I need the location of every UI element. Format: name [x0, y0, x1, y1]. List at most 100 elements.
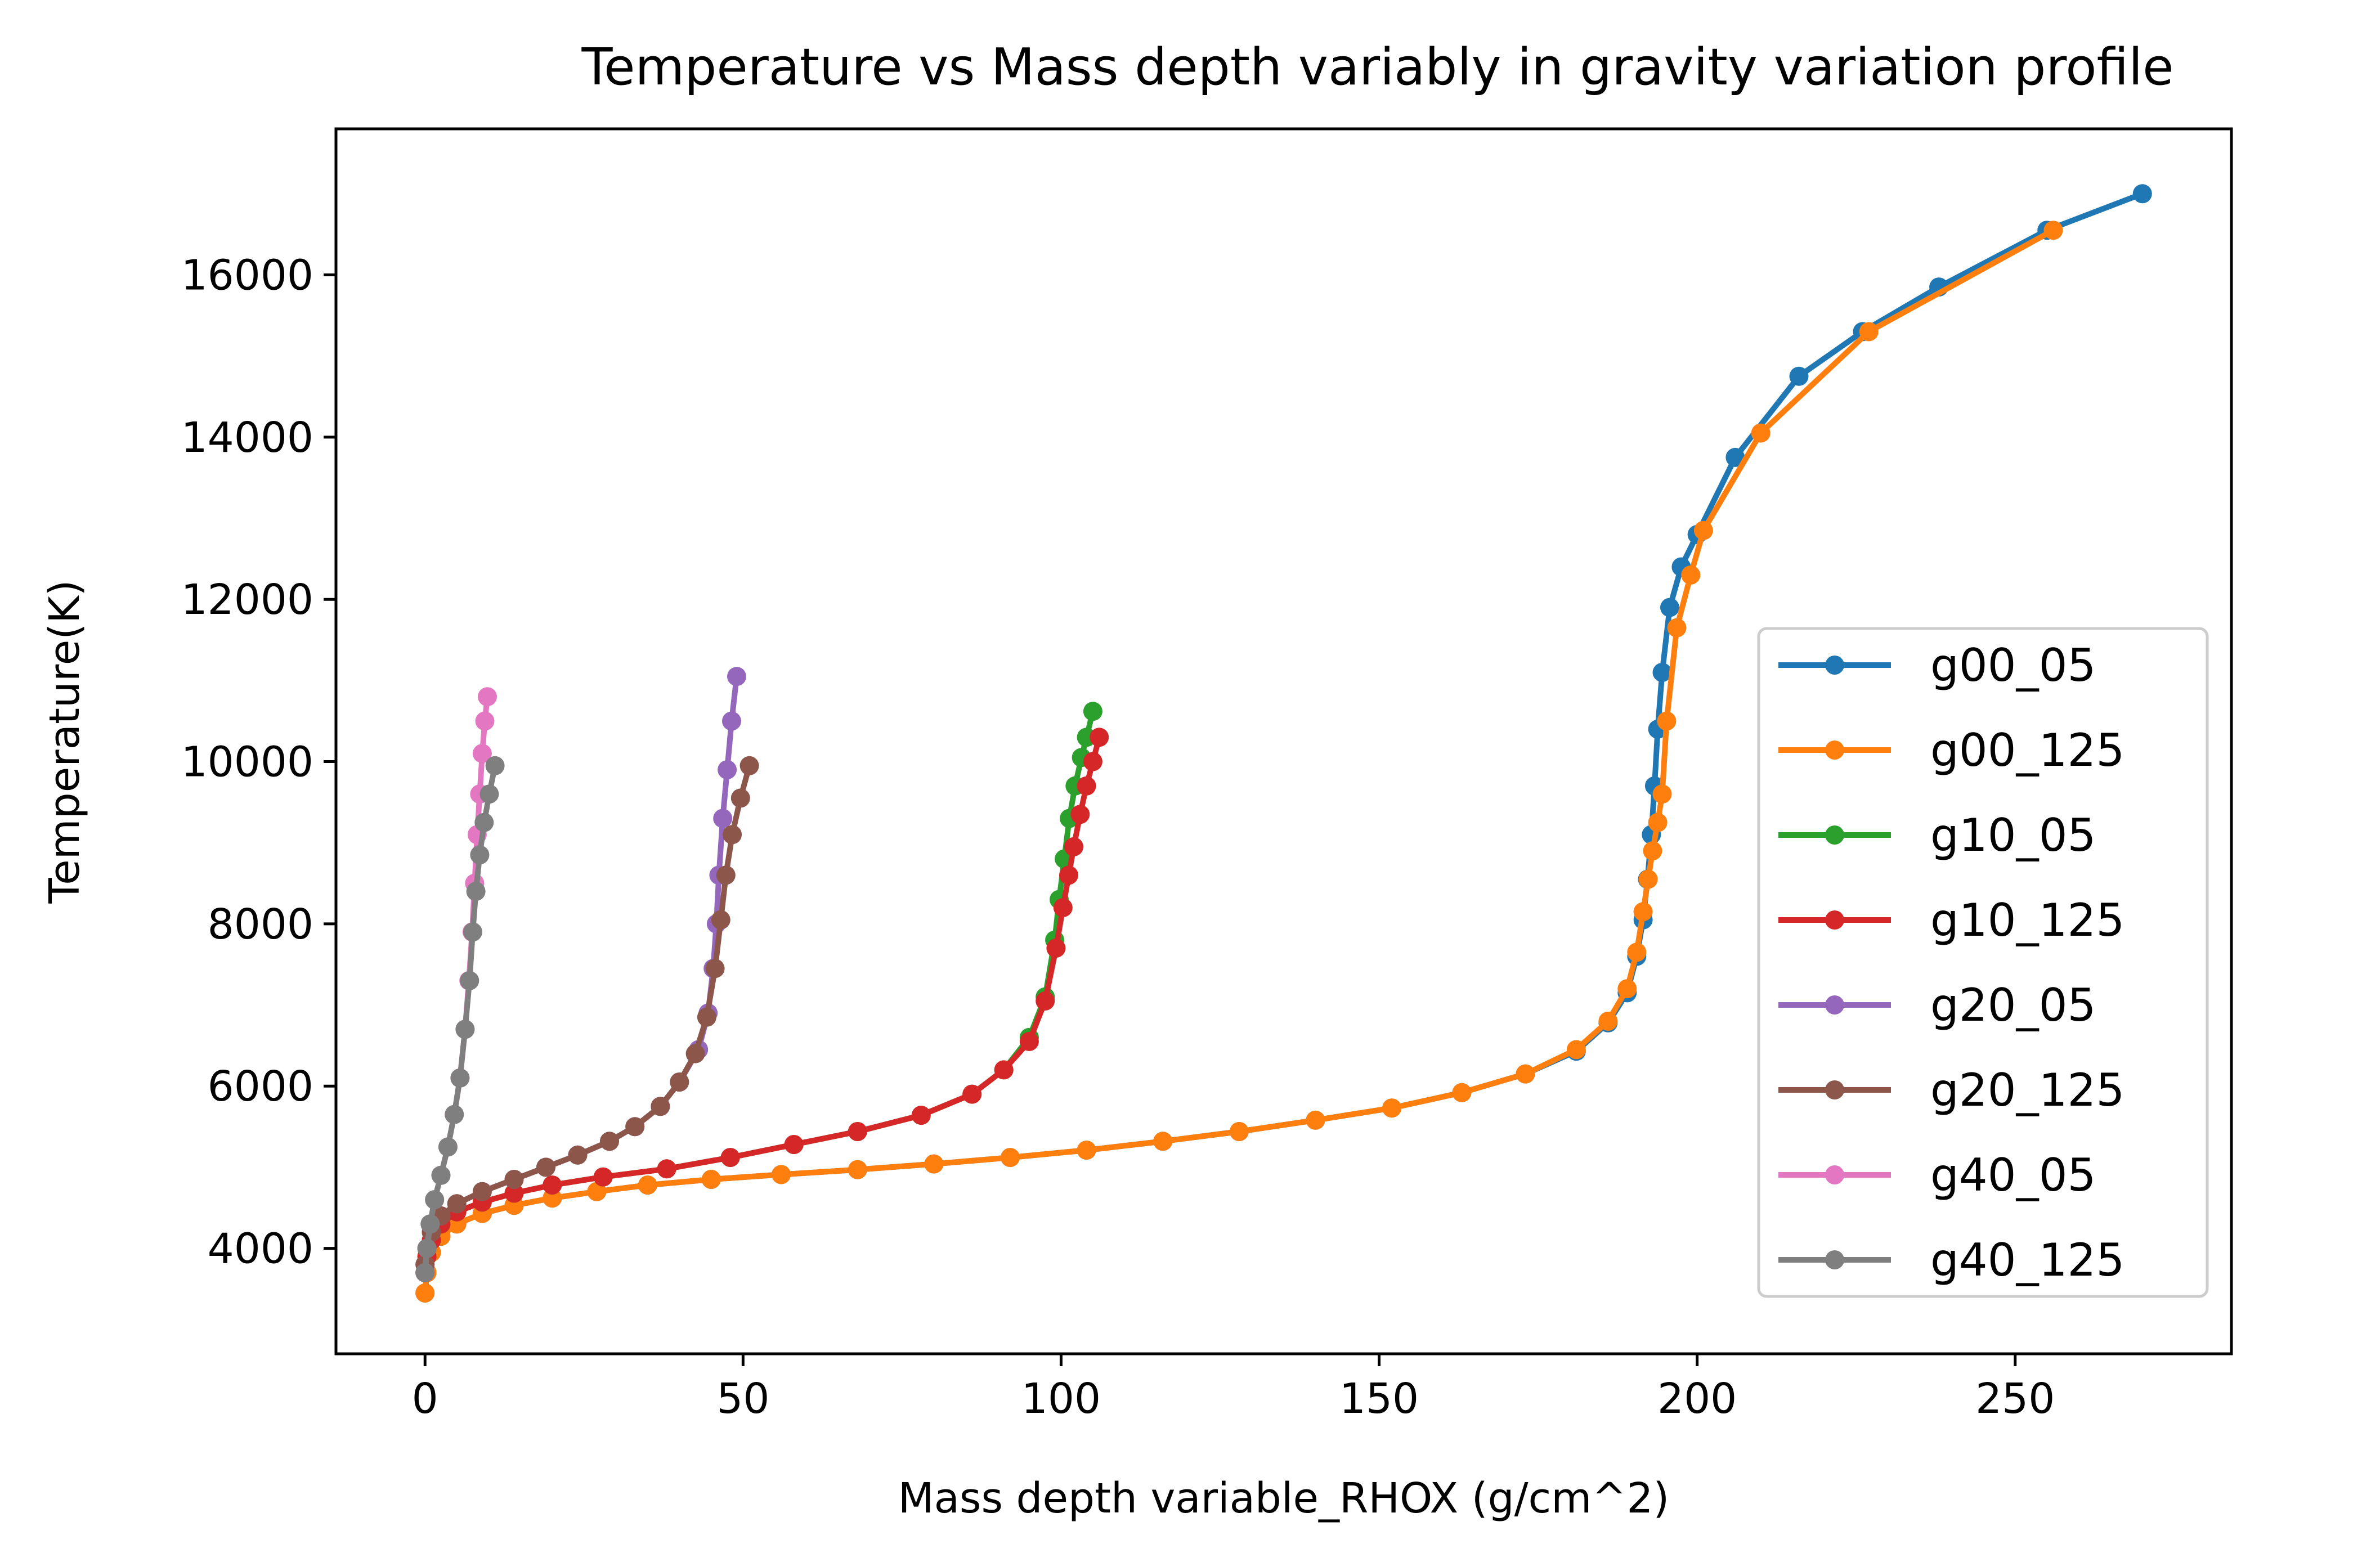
data-point — [1452, 1083, 1472, 1102]
x-tick-label: 100 — [1021, 1375, 1101, 1423]
data-point — [697, 1007, 716, 1027]
y-axis: 4000 6000 8000 10000 12000 14000 16000 — [181, 252, 336, 1273]
data-point — [1077, 776, 1096, 796]
data-point — [657, 1159, 676, 1179]
data-point — [1643, 841, 1662, 861]
legend-swatch-marker — [1825, 910, 1844, 930]
data-point — [1566, 1040, 1586, 1060]
data-point — [784, 1135, 804, 1154]
data-point — [420, 1214, 440, 1234]
data-point — [1070, 805, 1090, 824]
legend-item: g00_125 — [1778, 724, 2124, 776]
data-point — [1598, 1011, 1618, 1031]
x-tick-label: 0 — [412, 1375, 438, 1423]
data-point — [1083, 752, 1102, 771]
x-tick-label: 150 — [1339, 1375, 1419, 1423]
data-point — [670, 1072, 689, 1092]
data-point — [1046, 939, 1066, 958]
data-point — [1090, 728, 1109, 747]
data-point — [1382, 1098, 1402, 1118]
data-point — [2132, 184, 2152, 204]
y-tick-label: 12000 — [181, 576, 313, 624]
data-point — [431, 1165, 451, 1185]
data-point — [1660, 598, 1679, 617]
data-point — [475, 711, 495, 731]
data-point — [1627, 942, 1647, 962]
data-point — [705, 959, 725, 979]
data-point — [1789, 366, 1809, 386]
data-point — [962, 1084, 982, 1104]
legend-item: g40_05 — [1778, 1149, 2096, 1201]
x-axis: 0 50 100 150 200 250 — [412, 1354, 2055, 1423]
data-point — [543, 1175, 562, 1195]
data-point — [1859, 322, 1879, 342]
data-point — [718, 760, 737, 779]
y-tick-label: 6000 — [208, 1062, 313, 1111]
data-point — [460, 971, 479, 990]
legend-label: g40_125 — [1930, 1234, 2124, 1286]
x-tick-label: 50 — [716, 1375, 769, 1423]
y-tick-label: 8000 — [208, 900, 313, 949]
data-point — [1617, 979, 1637, 999]
data-point — [772, 1165, 791, 1184]
data-point — [425, 1190, 445, 1210]
legend-box — [1757, 627, 2209, 1298]
data-point — [711, 910, 730, 930]
data-point — [536, 1157, 555, 1177]
legend-item: g40_125 — [1778, 1234, 2124, 1286]
data-point — [478, 687, 497, 707]
data-point — [470, 845, 490, 865]
data-point — [1053, 898, 1073, 918]
data-point — [701, 1170, 721, 1189]
data-point — [1001, 1148, 1020, 1168]
data-point — [1638, 869, 1658, 889]
data-point — [1036, 991, 1055, 1011]
legend-swatch-marker — [1825, 740, 1844, 760]
data-point — [472, 744, 492, 764]
data-point — [994, 1060, 1014, 1080]
data-point — [587, 1182, 607, 1201]
data-point — [1064, 837, 1083, 856]
y-axis-label: Temperature(K) — [41, 580, 89, 904]
data-point — [1083, 702, 1102, 721]
data-point — [848, 1160, 867, 1179]
x-tick-label: 250 — [1975, 1375, 2055, 1423]
data-point — [1306, 1110, 1325, 1130]
legend-item: g20_05 — [1778, 979, 2096, 1031]
legend-swatch-marker — [1825, 995, 1844, 1015]
data-point — [504, 1170, 524, 1189]
series-g00_125 — [415, 221, 2063, 1303]
series-g40_125 — [415, 756, 505, 1282]
data-point — [1516, 1064, 1535, 1084]
data-point — [600, 1132, 619, 1151]
legend-label: g20_05 — [1930, 979, 2096, 1031]
data-point — [1229, 1122, 1249, 1141]
legend-label: g10_05 — [1930, 809, 2096, 861]
legend: g00_05 g00_125 g10_05 g10_125 g20_05 g20_125g… — [1757, 627, 2209, 1298]
y-tick-label: 4000 — [208, 1225, 313, 1273]
data-point — [723, 825, 742, 845]
data-point — [727, 667, 746, 686]
data-point — [638, 1175, 657, 1195]
data-point — [1652, 784, 1672, 804]
data-point — [720, 1148, 740, 1168]
data-point — [568, 1145, 588, 1165]
data-point — [455, 1020, 475, 1039]
data-point — [472, 1182, 492, 1201]
legend-item: g20_125 — [1778, 1064, 2124, 1116]
legend-swatch-marker — [1825, 825, 1844, 845]
legend-label: g20_125 — [1930, 1064, 2124, 1116]
data-point — [463, 922, 482, 942]
legend-label: g10_125 — [1930, 894, 2124, 946]
data-point — [651, 1097, 670, 1116]
data-point — [685, 1044, 705, 1063]
y-tick-label: 10000 — [181, 738, 313, 787]
data-point — [466, 882, 486, 901]
data-point — [1633, 902, 1653, 922]
legend-label: g40_05 — [1930, 1149, 2096, 1201]
plot-area — [415, 184, 2152, 1303]
plot-frame — [334, 127, 2233, 1355]
x-axis-label: Mass depth variable_RHOX (g/cm^2) — [898, 1474, 1670, 1523]
y-tick-label: 16000 — [181, 252, 313, 300]
